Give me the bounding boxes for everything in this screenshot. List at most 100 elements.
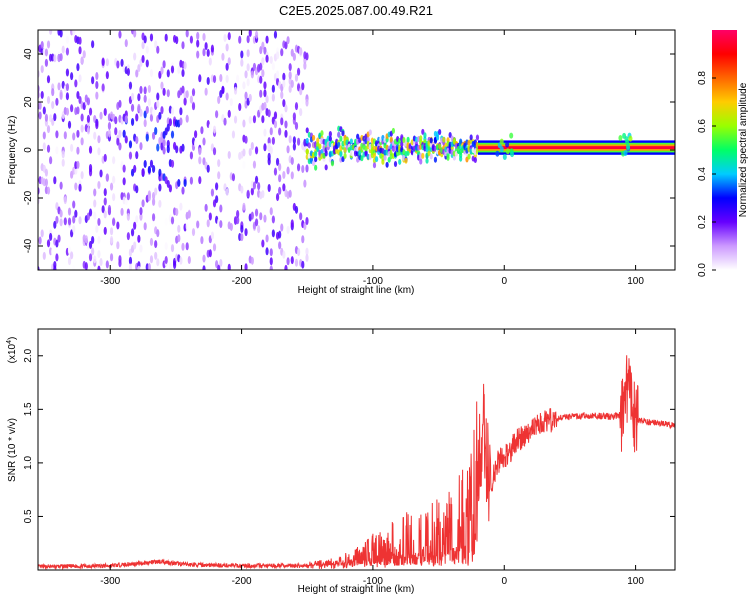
spectrogram-cell: [341, 156, 345, 163]
spectrogram-cell: [229, 222, 233, 231]
spectrogram-cell: [225, 188, 229, 197]
spectrogram-cell: [55, 253, 59, 262]
spectrogram-cell: [269, 265, 273, 270]
spectrogram-cell: [122, 129, 126, 138]
spectrogram-cell: [80, 113, 84, 122]
spectrogram-cell: [103, 188, 107, 197]
spectrogram-cell: [99, 258, 103, 267]
spectrogram-cell: [196, 39, 200, 48]
spectrogram-cell: [219, 74, 223, 83]
spectrogram-cell: [189, 95, 194, 104]
spectrogram-cell: [158, 199, 162, 208]
spectrogram-cell: [168, 184, 172, 193]
spectrogram-cell: [267, 183, 271, 192]
spectrogram-cell: [236, 74, 240, 83]
spectrogram-cell: [137, 103, 141, 112]
spectrogram-cell: [269, 55, 273, 64]
spectrogram-cell: [141, 41, 145, 50]
spectrogram-cell: [229, 98, 233, 107]
spectrogram-cell: [59, 91, 63, 100]
spectrogram-cell: [509, 132, 514, 139]
x-tick-label: -200: [232, 576, 252, 587]
y-tick-label: 20: [23, 96, 34, 108]
spectrogram-cell: [288, 71, 292, 80]
spectrogram-cell: [294, 205, 299, 214]
spectrogram-cell: [261, 190, 265, 199]
spectrogram-cell: [139, 207, 143, 216]
spectrogram-cell: [145, 59, 149, 68]
spectrogram-cell: [147, 165, 151, 174]
spectrogram-cell: [179, 202, 183, 211]
spectrogram-cell: [130, 228, 135, 237]
spectrogram-cell: [202, 48, 206, 57]
y-tick-label: 1.0: [23, 456, 34, 470]
spectrogram-cell: [393, 160, 398, 167]
spectrogram-cell: [135, 151, 139, 160]
spectrogram-cell: [151, 219, 156, 228]
spectrogram-cell: [271, 229, 275, 238]
spectrogram-cell: [400, 141, 404, 148]
spectrogram-cell: [55, 215, 59, 224]
spectrogram-cell: [189, 176, 194, 185]
spectrogram-cell: [84, 235, 88, 244]
spectrogram-cell: [286, 36, 290, 45]
spectrogram-cell: [91, 40, 95, 49]
spectrogram-cell: [185, 30, 189, 38]
spectrogram-cell: [65, 35, 70, 44]
spectrogram-cell: [425, 157, 429, 164]
spectrogram-cell: [91, 235, 95, 244]
spectrogram-cell: [212, 147, 217, 156]
spectrogram-cell: [86, 97, 91, 106]
spectrogram-cell: [70, 143, 74, 152]
spectrogram-cell: [204, 42, 208, 51]
spectrogram-cell: [271, 84, 275, 93]
spectrogram-cell: [135, 185, 139, 194]
spectrogram-cell: [76, 146, 80, 155]
spectrogram-cell: [63, 131, 67, 140]
spectrogram-cell: [128, 263, 133, 270]
spectrogram-cell: [263, 143, 267, 152]
spectrogram-cell: [158, 168, 162, 177]
spectrogram-cell: [55, 146, 59, 155]
spectrogram-cell: [299, 212, 303, 221]
spectrogram-cell: [118, 142, 122, 151]
spectrogram-cell: [305, 148, 309, 155]
spectrogram-cell: [254, 146, 259, 155]
spectrogram-cell: [446, 154, 450, 161]
spectrogram-cell: [137, 234, 141, 243]
spectrogram-cell: [46, 125, 51, 134]
spectrogram-cell: [248, 93, 252, 102]
spectrogram-cell: [76, 63, 80, 72]
spectrogram-cell: [61, 45, 65, 54]
spectrogram-cell: [181, 69, 185, 78]
spectrogram-cell: [154, 40, 158, 49]
spectrogram-cell: [288, 63, 292, 72]
spectrogram-cell: [80, 124, 84, 133]
spectrogram-cell: [112, 156, 116, 165]
spectrogram-cell: [78, 183, 82, 192]
spectrogram-cell: [67, 120, 72, 129]
spectrogram-cell: [217, 95, 221, 104]
y-tick-label: 0.5: [23, 509, 34, 523]
spectrogram-cell: [261, 41, 265, 50]
spectrogram-cell: [278, 186, 282, 195]
spectrogram-cell: [103, 107, 107, 116]
spectrogram-cell: [133, 30, 137, 38]
spectrogram-cell: [299, 108, 303, 117]
spectrogram-cell: [44, 113, 49, 122]
spectrogram-cell: [181, 143, 185, 152]
colorbar-gradient: [712, 30, 737, 270]
spectrogram-cell: [137, 64, 141, 73]
spectrogram-cell: [166, 123, 170, 132]
spectrogram-cell: [254, 175, 259, 184]
spectrogram-cell: [44, 48, 49, 57]
spectrogram-cell: [164, 217, 168, 226]
spectrogram-cell: [88, 208, 93, 217]
spectrogram-cell: [170, 244, 175, 253]
spectrogram-cell: [170, 216, 175, 225]
spectrogram-cell: [55, 202, 59, 211]
spectrogram-cell: [341, 130, 345, 137]
spectrogram-cell: [282, 79, 286, 88]
spectrogram-cell: [59, 181, 63, 190]
spectrogram-cell: [72, 215, 76, 224]
